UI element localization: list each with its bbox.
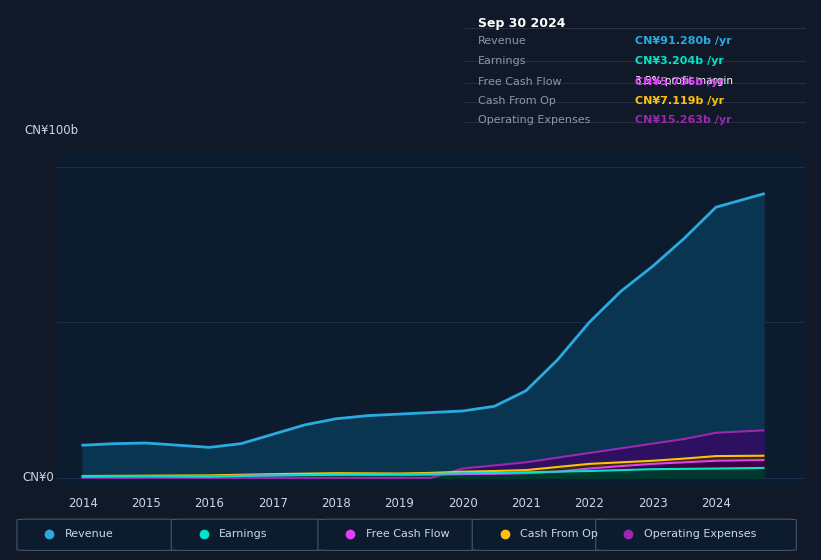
FancyBboxPatch shape (17, 519, 179, 550)
Text: CN¥7.119b /yr: CN¥7.119b /yr (635, 96, 725, 105)
Text: 3.5% profit margin: 3.5% profit margin (635, 76, 733, 86)
Text: CN¥0: CN¥0 (22, 472, 53, 484)
FancyBboxPatch shape (172, 519, 326, 550)
Text: Sep 30 2024: Sep 30 2024 (479, 17, 566, 30)
Text: CN¥5.736b /yr: CN¥5.736b /yr (635, 77, 724, 87)
Text: CN¥100b: CN¥100b (25, 124, 79, 137)
Text: Cash From Op: Cash From Op (520, 529, 598, 539)
FancyBboxPatch shape (318, 519, 480, 550)
Text: CN¥15.263b /yr: CN¥15.263b /yr (635, 115, 732, 125)
Text: Free Cash Flow: Free Cash Flow (479, 77, 562, 87)
Text: Earnings: Earnings (479, 56, 527, 66)
Text: Operating Expenses: Operating Expenses (644, 529, 756, 539)
Text: Cash From Op: Cash From Op (479, 96, 556, 105)
Text: Revenue: Revenue (65, 529, 113, 539)
FancyBboxPatch shape (472, 519, 611, 550)
Text: CN¥3.204b /yr: CN¥3.204b /yr (635, 56, 724, 66)
Text: Free Cash Flow: Free Cash Flow (365, 529, 449, 539)
Text: Earnings: Earnings (219, 529, 268, 539)
Text: Revenue: Revenue (479, 36, 527, 46)
Text: Operating Expenses: Operating Expenses (479, 115, 591, 125)
Text: CN¥91.280b /yr: CN¥91.280b /yr (635, 36, 732, 46)
FancyBboxPatch shape (596, 519, 796, 550)
